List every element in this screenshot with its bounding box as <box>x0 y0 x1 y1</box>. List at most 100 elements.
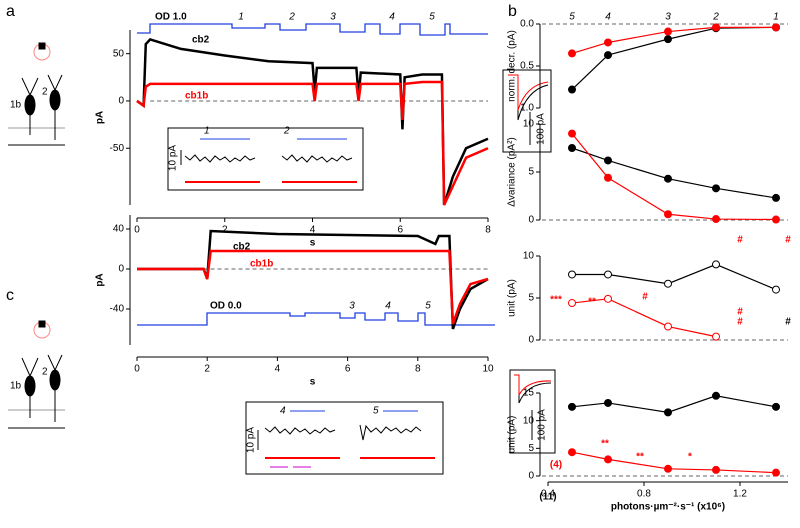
x-tick-label: 0 <box>134 225 140 236</box>
neuron-diagram <box>8 42 65 429</box>
point <box>664 464 672 473</box>
x-tick-label: 2 <box>204 364 210 375</box>
x-tick-label: 10 <box>482 364 494 375</box>
point <box>604 173 612 182</box>
step-label: 5 <box>429 12 435 23</box>
point <box>712 23 720 32</box>
step-label: 4 <box>389 12 395 23</box>
cell-label: 2 <box>42 87 48 98</box>
y-axis-label: unit (pA) <box>507 416 518 454</box>
point <box>604 294 612 303</box>
y-axis-label: unit (pA) <box>507 279 518 317</box>
y-tick-label: 1.0 <box>520 103 534 114</box>
x-axis-label: s <box>310 238 316 249</box>
point <box>664 322 672 331</box>
x-tick-label: 1.2 <box>733 489 747 500</box>
x-tick-label: 2 <box>222 225 228 236</box>
annotation: # <box>737 307 743 318</box>
step-label: 2 <box>712 12 719 23</box>
legend-entry: cb2 <box>233 242 251 253</box>
y-tick-label: 0 <box>528 215 534 226</box>
series-line <box>571 26 777 90</box>
point <box>568 49 576 58</box>
point <box>568 270 576 279</box>
inset-label: 2 <box>283 126 290 137</box>
annotation: ** <box>588 297 596 308</box>
scale-label: 100 pA <box>536 113 547 145</box>
scale-label: 10 pA <box>168 145 179 171</box>
point <box>664 279 672 288</box>
point <box>712 332 720 341</box>
x-tick-label: 4 <box>310 225 316 236</box>
point <box>664 210 672 219</box>
x-tick-label: 8 <box>415 364 421 375</box>
annotation: # <box>642 292 648 303</box>
inset-label: 1 <box>204 126 210 137</box>
trace <box>136 80 489 206</box>
y-tick-label: 15 <box>523 388 535 399</box>
annotation: * <box>688 452 692 463</box>
y-tick-label: 10 <box>523 251 535 262</box>
step-label: 3 <box>665 12 671 23</box>
y-tick-label: 10 <box>523 119 535 130</box>
step-label: 1 <box>773 12 779 23</box>
x-axis-label: photons·µm⁻²·s⁻¹ (x10⁶) <box>611 502 725 513</box>
x-tick-label: 6 <box>397 225 403 236</box>
point <box>772 285 780 294</box>
point <box>712 215 720 224</box>
y-tick-label: 5 <box>528 167 534 178</box>
y-tick-label: 0.0 <box>520 19 534 30</box>
point <box>772 468 780 477</box>
y-axis-label: norm. decr. (pA) <box>507 30 518 102</box>
cell-label: 1b <box>10 381 22 392</box>
point <box>772 193 780 202</box>
point <box>664 174 672 183</box>
x-axis-label: s <box>310 377 316 388</box>
annotation: *** <box>550 295 562 306</box>
y-tick-label: -50 <box>110 143 125 154</box>
y-tick-label: 50 <box>113 48 125 59</box>
y-axis-label: pA <box>95 111 106 124</box>
series-line <box>571 147 777 199</box>
series-line <box>571 26 776 54</box>
step-label: 4 <box>605 12 611 23</box>
series-line <box>571 395 777 413</box>
annotation: (11) <box>539 492 556 503</box>
x-tick-label: 0 <box>134 364 140 375</box>
point <box>568 299 576 308</box>
scale-label: 100 pA <box>537 409 548 441</box>
y-tick-label: 0 <box>118 96 124 107</box>
trace <box>137 249 489 325</box>
cell-label: 2 <box>42 367 48 378</box>
stimulus-label: OD 1.0 <box>155 12 187 23</box>
annotation: ** <box>636 452 644 463</box>
y-tick-label: -40 <box>110 304 125 315</box>
point <box>604 398 612 407</box>
y-tick-label: 0 <box>528 335 534 346</box>
point <box>664 35 672 44</box>
y-tick-label: 5 <box>528 443 534 454</box>
step-label: 3 <box>330 12 336 23</box>
point <box>712 184 720 193</box>
y-tick-label: 10 <box>523 415 535 426</box>
x-tick-label: 0.8 <box>637 489 651 500</box>
annotation: # <box>785 235 791 246</box>
step-label: 2 <box>288 12 295 23</box>
point <box>664 27 672 36</box>
inset-label: 5 <box>373 406 379 417</box>
inset-label: 4 <box>280 406 286 417</box>
point <box>568 402 576 411</box>
y-tick-label: 0 <box>118 264 124 275</box>
series-line <box>571 451 777 474</box>
point <box>604 156 612 165</box>
step-label: 5 <box>569 12 575 23</box>
point <box>568 85 576 94</box>
series-line <box>571 133 777 221</box>
point <box>604 38 612 47</box>
series-line <box>571 298 717 338</box>
scale-label: 10 pA <box>246 427 257 453</box>
x-tick-label: 4 <box>275 364 281 375</box>
point <box>568 129 576 138</box>
annotation: # <box>737 235 743 246</box>
legend-entry: cb2 <box>192 35 210 46</box>
